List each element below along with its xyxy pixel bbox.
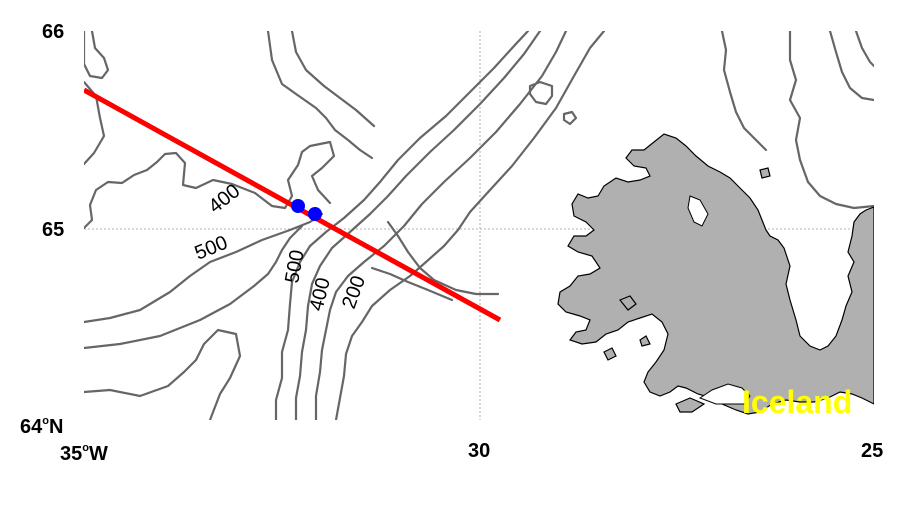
land-polygon: [639, 335, 651, 347]
lat-tick-label-64: 64oN: [20, 415, 63, 438]
land-label: Iceland: [742, 384, 852, 420]
iceland-landmass: [557, 133, 874, 415]
contour-line: [294, 31, 542, 420]
contour-line: [266, 31, 374, 160]
contour-line: [720, 31, 768, 152]
contour-line: [562, 110, 578, 126]
contour-line: [84, 31, 110, 80]
lat-tick-label-65: 65: [42, 219, 64, 241]
lon-tick-label-35: 35oW: [60, 442, 108, 465]
contour-line: [274, 31, 530, 420]
contour-line: [334, 31, 606, 420]
contour-line: [84, 140, 336, 230]
lat-tick-labels: 66 65 64oN: [20, 21, 64, 438]
fjord-water: [687, 195, 709, 227]
lon-tick-label-25: 25: [861, 440, 883, 462]
contour-line: [528, 80, 554, 106]
lon-tick-label-30: 30: [468, 440, 490, 462]
lon-tick-labels: 35oW 30 25: [60, 440, 883, 465]
contour-line: [290, 31, 376, 128]
contour-line: [84, 224, 304, 350]
land-polygon: [619, 295, 637, 311]
land-polygon: [675, 397, 706, 413]
lat-tick-label-66: 66: [42, 21, 64, 43]
land-polygon: [759, 167, 771, 179]
contour-line: [386, 220, 500, 296]
bathymetry-contours: [84, 31, 874, 420]
contour-line: [84, 328, 242, 420]
land-polygon: [557, 133, 874, 415]
station-marker: [291, 199, 305, 213]
contour-line: [314, 31, 568, 420]
contour-line: [788, 31, 874, 210]
contour-line: [828, 31, 874, 102]
contour-line: [854, 31, 874, 68]
contour-line: [370, 266, 454, 302]
station-marker: [308, 207, 322, 221]
fjord-water: [698, 383, 751, 405]
land-polygon: [603, 347, 617, 361]
contour-line: [84, 212, 324, 324]
graticule: [84, 31, 874, 420]
